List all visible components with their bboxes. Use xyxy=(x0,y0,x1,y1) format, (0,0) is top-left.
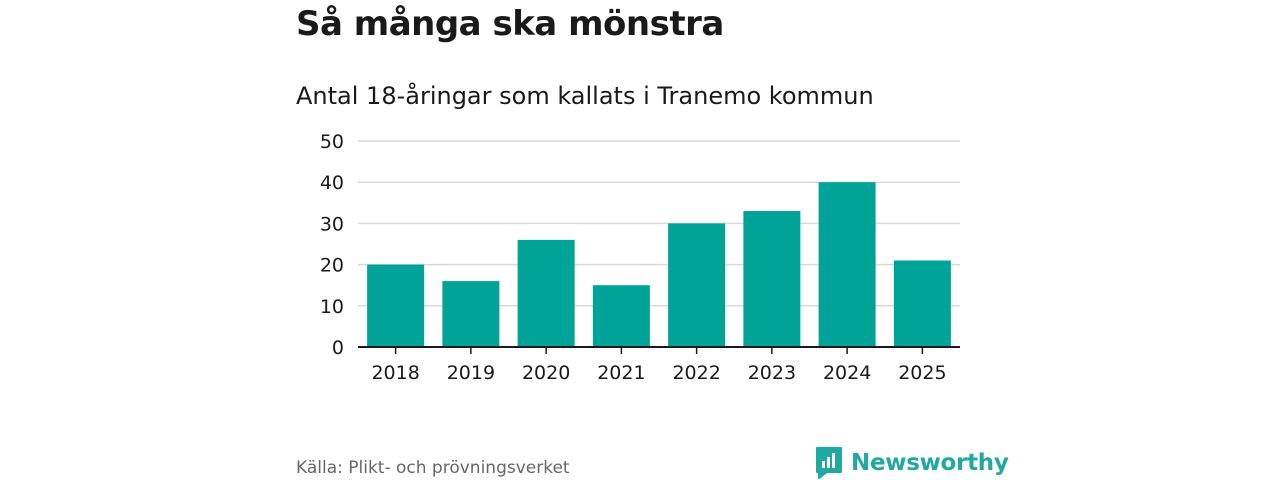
brand-logo: Newsworthy xyxy=(815,446,1009,480)
chart-title: Så många ska mönstra xyxy=(296,4,724,44)
x-tick-label: 2025 xyxy=(898,362,946,384)
y-tick-label: 10 xyxy=(320,296,344,318)
x-tick-label: 2022 xyxy=(672,362,720,384)
x-tick-label: 2024 xyxy=(823,362,871,384)
brand-name: Newsworthy xyxy=(851,450,1009,476)
bar-2018 xyxy=(367,264,425,347)
y-tick-label: 40 xyxy=(320,172,344,194)
x-tick-label: 2021 xyxy=(597,362,645,384)
x-tick-label: 2020 xyxy=(522,362,570,384)
bar-2024 xyxy=(818,182,876,347)
chart-subtitle: Antal 18-åringar som kallats i Tranemo k… xyxy=(296,82,874,110)
bar-2021 xyxy=(592,285,650,347)
y-tick-label: 30 xyxy=(320,213,344,235)
x-tick-label: 2019 xyxy=(447,362,495,384)
bar-2025 xyxy=(893,260,951,347)
x-tick-label: 2023 xyxy=(748,362,796,384)
source-note: Källa: Plikt- och prövningsverket xyxy=(296,458,570,478)
newsworthy-logo-icon xyxy=(816,447,842,479)
bar-2019 xyxy=(442,281,500,347)
bar-2020 xyxy=(517,239,575,347)
y-tick-label: 0 xyxy=(332,337,344,359)
bar-2023 xyxy=(743,211,801,347)
y-tick-label: 20 xyxy=(320,255,344,277)
y-tick-label: 50 xyxy=(320,131,344,153)
x-tick-label: 2018 xyxy=(371,362,419,384)
bar-2022 xyxy=(668,223,726,347)
